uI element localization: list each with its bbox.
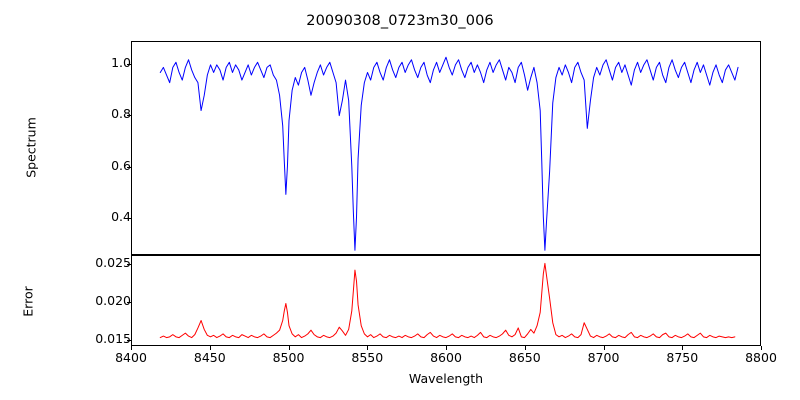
error-panel-ytick-label: 0.025 — [95, 255, 131, 271]
x-tick-label: 8600 — [430, 350, 462, 365]
spectrum-panel-ytick-label: 0.6 — [111, 157, 131, 173]
x-tick-label: 8450 — [193, 350, 226, 365]
error-panel-ytick-label: 0.015 — [95, 330, 131, 346]
x-tick-mark — [367, 346, 369, 350]
error-panel-ytick-mark — [127, 264, 131, 266]
x-tick-label: 8500 — [272, 350, 305, 365]
x-tick-mark — [682, 346, 684, 350]
error-panel-trace — [160, 263, 735, 337]
error-line-chart — [132, 256, 760, 345]
spectrum-panel-trace — [160, 57, 738, 250]
spectrum-axis-label: Spectrum — [23, 117, 39, 178]
x-tick-mark — [131, 346, 133, 350]
spectrum-panel-ytick-mark — [127, 217, 131, 219]
error-plot-area — [131, 255, 761, 346]
spectrum-panel-ytick-mark — [127, 64, 131, 66]
spectrum-panel-ytick-label: 0.4 — [111, 208, 131, 224]
spectrum-panel-ytick-mark — [127, 166, 131, 168]
error-panel-ytick-mark — [127, 302, 131, 304]
x-tick-mark — [524, 346, 526, 350]
x-axis-label: Wavelength — [408, 371, 484, 386]
x-tick-mark — [446, 346, 448, 350]
page-title: 20090308_0723m30_006 — [306, 13, 494, 29]
x-tick-label: 8700 — [587, 350, 620, 365]
x-tick-mark — [603, 346, 605, 350]
spectrum-panel-ytick-mark — [127, 115, 131, 117]
x-tick-label: 8750 — [666, 350, 699, 365]
error-panel-ytick-mark — [127, 339, 131, 341]
spectrum-panel-ytick-label: 1.0 — [111, 55, 131, 71]
x-tick-label: 8400 — [115, 350, 147, 365]
x-tick-label: 8550 — [351, 350, 384, 365]
spectrum-line-chart — [132, 42, 760, 254]
error-panel-ytick-label: 0.020 — [95, 293, 131, 309]
x-tick-label: 8650 — [508, 350, 541, 365]
spectrum-y-axis: 0.4 0.6 0.8 1.0 — [63, 0, 131, 400]
error-y-axis: 0.015 0.020 0.025 — [63, 0, 131, 400]
x-tick-mark — [761, 346, 763, 350]
x-tick-mark — [288, 346, 290, 350]
spectrum-panel-ytick-label: 0.8 — [111, 106, 131, 122]
spectrum-plot-area — [131, 41, 761, 255]
x-tick-label: 8800 — [745, 350, 777, 365]
x-tick-mark — [209, 346, 211, 350]
error-axis-label: Error — [20, 286, 36, 317]
